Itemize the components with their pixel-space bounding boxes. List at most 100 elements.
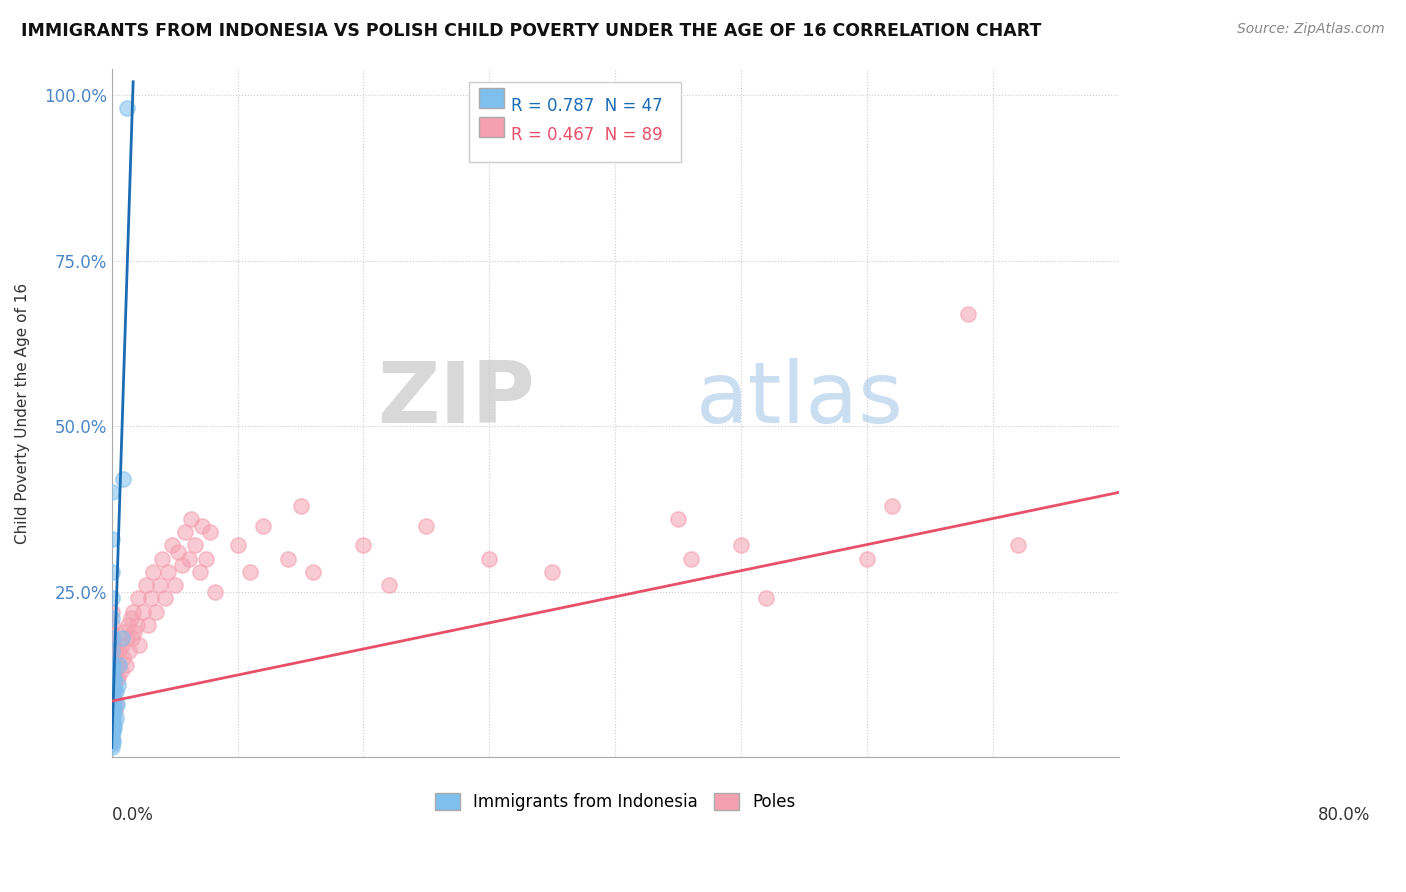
Point	[128, 638, 150, 652]
Point	[115, 101, 138, 115]
Text: atlas: atlas	[696, 358, 904, 441]
Point	[191, 518, 214, 533]
Point	[135, 578, 157, 592]
Point	[100, 651, 122, 665]
Point	[122, 605, 145, 619]
Point	[103, 698, 125, 712]
Point	[880, 499, 903, 513]
Point	[101, 684, 124, 698]
Point	[100, 618, 122, 632]
Point	[188, 565, 211, 579]
Point	[100, 638, 122, 652]
Point	[377, 578, 399, 592]
Point	[103, 721, 125, 735]
Point	[100, 704, 122, 718]
Point	[101, 711, 124, 725]
Point	[100, 677, 122, 691]
Point	[148, 578, 170, 592]
Point	[118, 644, 141, 658]
Point	[125, 618, 148, 632]
Point	[184, 538, 207, 552]
Point	[107, 671, 129, 685]
Point	[100, 644, 122, 658]
Y-axis label: Child Poverty Under the Age of 16: Child Poverty Under the Age of 16	[15, 283, 30, 543]
Text: IMMIGRANTS FROM INDONESIA VS POLISH CHILD POVERTY UNDER THE AGE OF 16 CORRELATIO: IMMIGRANTS FROM INDONESIA VS POLISH CHIL…	[21, 22, 1042, 40]
Point	[100, 631, 122, 645]
Point	[100, 565, 122, 579]
Point	[101, 698, 124, 712]
Point	[100, 532, 122, 546]
Point	[856, 551, 879, 566]
Point	[290, 499, 312, 513]
Point	[127, 591, 149, 606]
Point	[100, 723, 122, 738]
Point	[167, 545, 190, 559]
Point	[100, 731, 122, 745]
Point	[755, 591, 778, 606]
Point	[100, 714, 122, 728]
Point	[103, 677, 125, 691]
Point	[541, 565, 564, 579]
Point	[478, 551, 501, 566]
Point	[103, 671, 125, 685]
Point	[100, 740, 122, 755]
Point	[103, 684, 125, 698]
Point	[120, 611, 142, 625]
Point	[100, 657, 122, 672]
Text: Source: ZipAtlas.com: Source: ZipAtlas.com	[1237, 22, 1385, 37]
Point	[666, 512, 689, 526]
Point	[104, 644, 127, 658]
Point	[160, 538, 183, 552]
Point	[100, 690, 122, 705]
Point	[117, 618, 139, 632]
Point	[100, 591, 122, 606]
Bar	[479, 117, 505, 137]
Point	[103, 638, 125, 652]
Point	[163, 578, 186, 592]
Point	[101, 684, 124, 698]
Point	[108, 657, 131, 672]
Point	[110, 665, 132, 679]
Point	[139, 591, 162, 606]
Point	[105, 698, 128, 712]
Point	[104, 684, 127, 698]
Point	[100, 707, 122, 722]
Point	[145, 605, 167, 619]
Point	[103, 704, 125, 718]
Text: ZIP: ZIP	[377, 358, 534, 441]
Point	[100, 698, 122, 712]
Point	[277, 551, 299, 566]
Point	[103, 717, 125, 731]
Point	[679, 551, 702, 566]
FancyBboxPatch shape	[470, 82, 681, 161]
Point	[100, 711, 122, 725]
Point	[105, 657, 128, 672]
Point	[173, 525, 195, 540]
Point	[112, 624, 135, 639]
Point	[104, 704, 127, 718]
Point	[353, 538, 375, 552]
Point	[100, 677, 122, 691]
Point	[100, 704, 122, 718]
Point	[730, 538, 752, 552]
Point	[100, 684, 122, 698]
Point	[124, 624, 146, 639]
Point	[239, 565, 262, 579]
Point	[415, 518, 437, 533]
Point	[302, 565, 325, 579]
Point	[101, 657, 124, 672]
Point	[252, 518, 274, 533]
Point	[100, 734, 122, 748]
Point	[1007, 538, 1029, 552]
Point	[103, 657, 125, 672]
Point	[101, 698, 124, 712]
Point	[104, 665, 127, 679]
Point	[100, 737, 122, 751]
Point	[112, 472, 135, 486]
Point	[100, 717, 122, 731]
Point	[180, 512, 202, 526]
Point	[114, 657, 136, 672]
Text: R = 0.787  N = 47: R = 0.787 N = 47	[512, 97, 664, 115]
Point	[100, 717, 122, 731]
Point	[100, 644, 122, 658]
